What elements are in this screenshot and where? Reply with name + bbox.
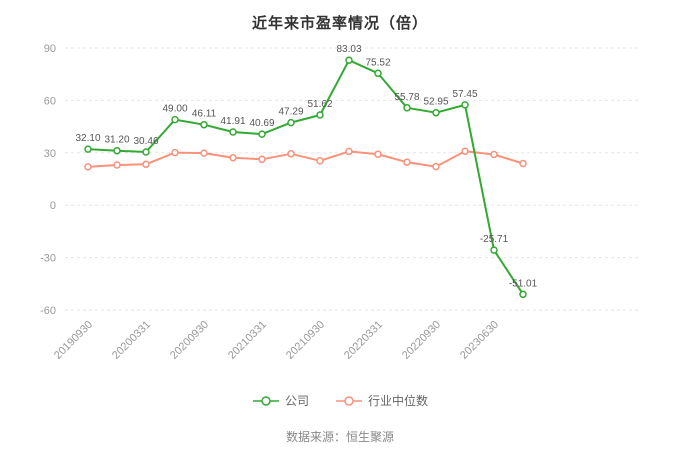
svg-text:20220331: 20220331	[342, 319, 385, 362]
svg-text:52.95: 52.95	[423, 97, 448, 108]
svg-text:20210930: 20210930	[284, 319, 327, 362]
chart-legend: 公司 行业中位数	[0, 392, 680, 409]
svg-text:40.69: 40.69	[249, 118, 274, 129]
page-title: 近年来市盈率情况（倍）	[251, 15, 428, 32]
svg-text:90: 90	[44, 43, 56, 55]
industry-line-marker-icon	[336, 395, 362, 406]
svg-text:47.29: 47.29	[278, 107, 303, 118]
svg-text:55.78: 55.78	[394, 92, 419, 103]
svg-text:60: 60	[44, 95, 56, 107]
svg-text:75.52: 75.52	[365, 57, 390, 68]
svg-text:20230630: 20230630	[458, 319, 501, 362]
legend-label-company: 公司	[284, 394, 309, 408]
svg-text:20190930: 20190930	[52, 319, 95, 362]
svg-text:-30: -30	[40, 253, 56, 265]
svg-text:-25.71: -25.71	[480, 234, 509, 245]
svg-text:46.11: 46.11	[192, 109, 217, 120]
svg-text:30.46: 30.46	[133, 136, 158, 147]
data-source-note: 数据来源：恒生聚源	[285, 430, 394, 444]
svg-text:31.20: 31.20	[104, 135, 129, 146]
svg-text:20200930: 20200930	[168, 319, 211, 362]
company-line-marker-icon	[252, 395, 279, 406]
svg-text:57.45: 57.45	[452, 89, 477, 100]
svg-text:51.62: 51.62	[307, 99, 332, 110]
svg-text:20220930: 20220930	[400, 319, 443, 362]
svg-text:20200331: 20200331	[110, 319, 153, 362]
svg-text:32.10: 32.10	[75, 133, 100, 144]
legend-label-industry-median: 行业中位数	[368, 394, 429, 408]
legend-item-company[interactable]: 公司	[252, 392, 309, 409]
svg-text:49.00: 49.00	[162, 104, 187, 115]
svg-text:0: 0	[50, 200, 56, 212]
legend-item-industry-median[interactable]: 行业中位数	[335, 392, 428, 409]
svg-text:20210331: 20210331	[226, 319, 269, 362]
svg-text:41.91: 41.91	[220, 116, 245, 127]
svg-text:-60: -60	[40, 305, 56, 317]
svg-text:83.03: 83.03	[336, 44, 361, 55]
svg-text:30: 30	[44, 148, 56, 160]
svg-text:-51.01: -51.01	[509, 278, 538, 289]
